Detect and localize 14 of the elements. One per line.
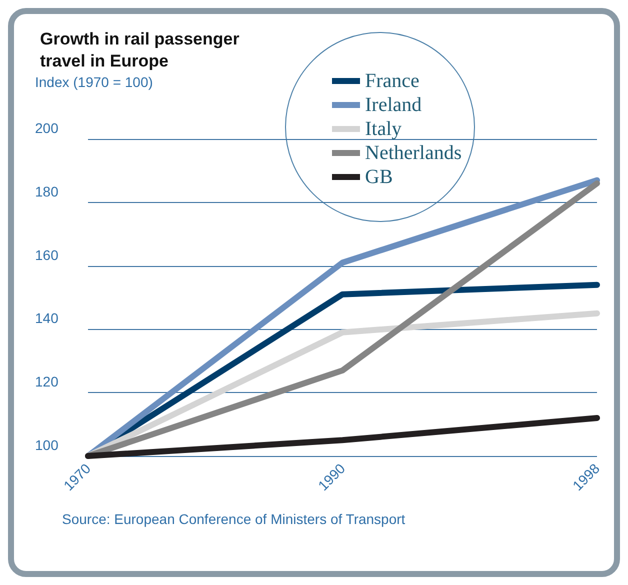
legend-label: GB xyxy=(365,166,393,188)
legend-label: Netherlands xyxy=(365,142,462,164)
legend-label: France xyxy=(365,70,420,92)
y-tick-label: 200 xyxy=(35,120,59,136)
y-tick-label: 100 xyxy=(35,437,59,453)
legend-label: Italy xyxy=(365,118,402,140)
y-tick-label: 160 xyxy=(35,246,59,263)
legend-label: Ireland xyxy=(365,94,422,116)
source-note: Source: European Conference of Ministers of Transport xyxy=(62,511,406,527)
y-tick-label: 120 xyxy=(35,374,59,390)
y-tick-label: 140 xyxy=(35,310,59,326)
y-axis-title: Index (1970 = 100) xyxy=(35,74,153,90)
y-tick-label: 180 xyxy=(35,183,59,200)
chart-title: Growth in rail passenger travel in Europe xyxy=(40,30,244,70)
